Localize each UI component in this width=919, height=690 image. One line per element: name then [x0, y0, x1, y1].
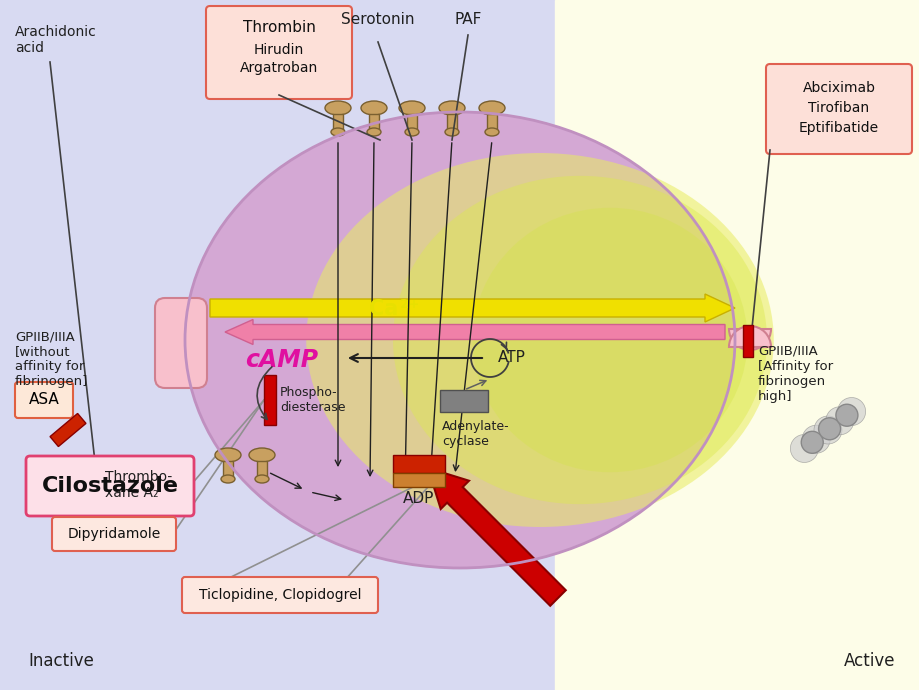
Ellipse shape	[404, 128, 418, 136]
Bar	[743, 325, 752, 357]
Ellipse shape	[445, 128, 459, 136]
Text: Inactive: Inactive	[28, 652, 94, 670]
Text: Tirofiban: Tirofiban	[808, 101, 868, 115]
FancyArrow shape	[210, 294, 734, 322]
Ellipse shape	[360, 101, 387, 115]
Text: Eptifibatide: Eptifibatide	[798, 121, 879, 135]
Bar	[369, 114, 379, 132]
Text: Adenylate-
cyclase: Adenylate- cyclase	[441, 420, 509, 448]
Ellipse shape	[479, 101, 505, 115]
FancyBboxPatch shape	[52, 517, 176, 551]
Ellipse shape	[185, 112, 734, 568]
Text: Dipyridamole: Dipyridamole	[67, 527, 161, 541]
Text: Active: Active	[843, 652, 894, 670]
Circle shape	[835, 404, 857, 426]
Bar	[439, 390, 487, 412]
Circle shape	[800, 431, 823, 453]
Circle shape	[818, 417, 840, 440]
Bar	[256, 461, 267, 479]
FancyBboxPatch shape	[26, 456, 194, 516]
Bar	[554, 0, 919, 690]
Text: Abciximab: Abciximab	[801, 81, 875, 95]
Circle shape	[836, 397, 865, 426]
Bar	[333, 114, 343, 132]
Circle shape	[801, 425, 829, 453]
Bar	[264, 375, 276, 425]
Text: ATP: ATP	[497, 351, 526, 366]
Text: Thrombin: Thrombin	[243, 21, 315, 35]
Ellipse shape	[331, 128, 345, 136]
FancyArrow shape	[50, 413, 85, 446]
FancyArrow shape	[225, 319, 724, 344]
Ellipse shape	[215, 448, 241, 462]
Bar	[222, 461, 233, 479]
Wedge shape	[728, 326, 770, 347]
Bar	[406, 114, 416, 132]
Circle shape	[813, 416, 841, 444]
FancyArrow shape	[427, 468, 565, 606]
Wedge shape	[728, 329, 770, 350]
Ellipse shape	[392, 176, 766, 504]
Bar	[392, 455, 445, 473]
FancyBboxPatch shape	[182, 577, 378, 613]
Text: Ticlopidine, Clopidogrel: Ticlopidine, Clopidogrel	[199, 588, 361, 602]
Text: Cilostazole: Cilostazole	[41, 476, 178, 496]
Bar	[0, 0, 554, 690]
Text: ADP: ADP	[403, 491, 434, 506]
FancyBboxPatch shape	[766, 64, 911, 154]
FancyBboxPatch shape	[154, 298, 207, 388]
Circle shape	[789, 435, 818, 462]
Circle shape	[825, 407, 853, 435]
Bar	[447, 114, 457, 132]
Ellipse shape	[438, 101, 464, 115]
Text: 2+: 2+	[400, 299, 419, 311]
Bar	[486, 114, 496, 132]
Ellipse shape	[399, 101, 425, 115]
Ellipse shape	[484, 128, 498, 136]
FancyBboxPatch shape	[206, 6, 352, 99]
Ellipse shape	[472, 208, 746, 472]
Text: PAF: PAF	[454, 12, 482, 27]
Text: Phospho-
diesterase: Phospho- diesterase	[279, 386, 346, 414]
FancyBboxPatch shape	[15, 382, 73, 418]
Ellipse shape	[255, 475, 268, 483]
Ellipse shape	[367, 128, 380, 136]
Text: Hirudin: Hirudin	[254, 43, 304, 57]
Bar	[392, 473, 445, 487]
Ellipse shape	[324, 101, 351, 115]
Text: GPIIB/IIIA
[without
affinity for
fibrinogen]: GPIIB/IIIA [without affinity for fibrino…	[15, 330, 88, 388]
Text: Thrombo-
xane A₂: Thrombo- xane A₂	[105, 470, 172, 500]
Text: GPIIB/IIIA
[Affinity for
fibrinogen
high]: GPIIB/IIIA [Affinity for fibrinogen high…	[757, 345, 833, 403]
Text: Arachidonic
acid: Arachidonic acid	[15, 25, 96, 55]
Ellipse shape	[249, 448, 275, 462]
Text: cAMP: cAMP	[244, 348, 318, 372]
Text: Ca: Ca	[369, 299, 398, 319]
Ellipse shape	[306, 153, 773, 527]
Text: ASA: ASA	[28, 393, 60, 408]
Text: Serotonin: Serotonin	[341, 12, 414, 27]
Ellipse shape	[221, 475, 234, 483]
Text: Argatroban: Argatroban	[240, 61, 318, 75]
